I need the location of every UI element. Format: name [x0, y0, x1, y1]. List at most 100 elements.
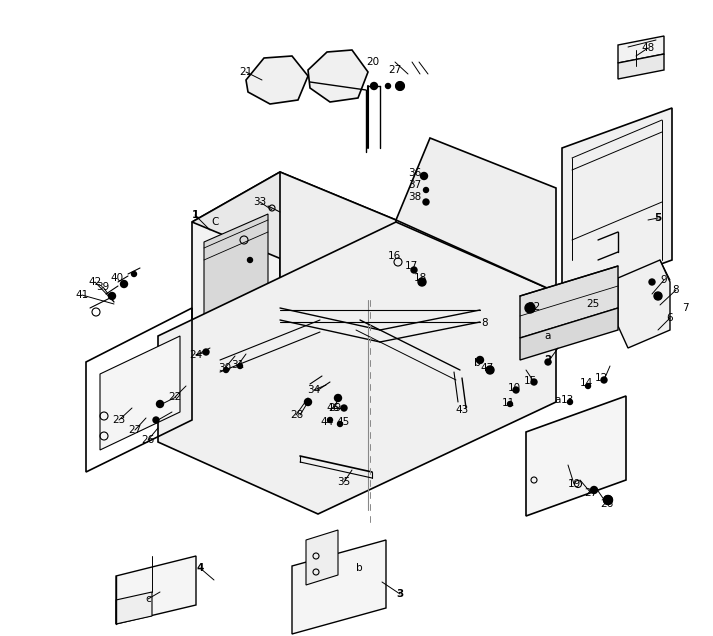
- Text: 30: 30: [218, 363, 232, 373]
- Text: 39: 39: [96, 282, 110, 292]
- Circle shape: [223, 368, 228, 373]
- Circle shape: [411, 267, 417, 273]
- Circle shape: [601, 377, 607, 383]
- Text: 35: 35: [337, 477, 351, 487]
- Circle shape: [603, 495, 612, 504]
- Circle shape: [203, 349, 209, 355]
- Polygon shape: [396, 138, 556, 292]
- Text: 44: 44: [320, 417, 334, 427]
- Circle shape: [525, 303, 535, 313]
- Text: 32: 32: [528, 302, 540, 312]
- Circle shape: [531, 379, 537, 385]
- Text: 14: 14: [580, 378, 593, 388]
- Circle shape: [156, 401, 163, 408]
- Text: 41: 41: [76, 290, 88, 300]
- Circle shape: [337, 422, 342, 427]
- Text: 3: 3: [396, 589, 404, 599]
- Text: 19: 19: [568, 479, 580, 489]
- Polygon shape: [562, 108, 672, 300]
- Polygon shape: [192, 172, 396, 270]
- Circle shape: [424, 188, 429, 193]
- Text: 21: 21: [240, 67, 252, 77]
- Polygon shape: [116, 556, 196, 624]
- Text: 27: 27: [585, 488, 597, 498]
- Text: 16: 16: [387, 251, 401, 261]
- Text: 31: 31: [232, 360, 245, 370]
- Polygon shape: [526, 396, 626, 516]
- Circle shape: [418, 278, 426, 286]
- Text: 33: 33: [253, 197, 267, 207]
- Text: C: C: [211, 217, 219, 227]
- Circle shape: [396, 82, 404, 90]
- Text: 36: 36: [409, 168, 421, 178]
- Circle shape: [120, 280, 128, 287]
- Text: 26: 26: [141, 435, 155, 445]
- Circle shape: [153, 417, 159, 423]
- Polygon shape: [204, 214, 268, 324]
- Text: 9: 9: [661, 275, 667, 285]
- Circle shape: [386, 83, 391, 88]
- Polygon shape: [618, 260, 670, 348]
- Circle shape: [649, 279, 655, 285]
- Text: a: a: [545, 331, 551, 341]
- Polygon shape: [306, 530, 338, 585]
- Circle shape: [131, 272, 136, 277]
- Text: 29: 29: [329, 403, 342, 413]
- Circle shape: [371, 83, 377, 90]
- Text: 12: 12: [595, 373, 607, 383]
- Text: 26: 26: [600, 499, 614, 509]
- Polygon shape: [520, 308, 618, 360]
- Text: 27: 27: [128, 425, 142, 435]
- Polygon shape: [520, 266, 618, 338]
- Text: 24: 24: [190, 350, 202, 360]
- Text: 27: 27: [389, 65, 401, 75]
- Text: 47: 47: [481, 363, 493, 373]
- Circle shape: [568, 399, 573, 404]
- Circle shape: [486, 366, 494, 374]
- Polygon shape: [116, 592, 152, 624]
- Text: 43: 43: [456, 405, 468, 415]
- Text: 8: 8: [672, 285, 679, 295]
- Text: 25: 25: [586, 299, 600, 309]
- Circle shape: [334, 394, 342, 401]
- Text: 28: 28: [290, 410, 304, 420]
- Text: c: c: [145, 594, 151, 604]
- Circle shape: [654, 292, 662, 300]
- Circle shape: [585, 384, 590, 389]
- Circle shape: [108, 293, 116, 300]
- Text: 11: 11: [501, 398, 515, 408]
- Text: 4: 4: [196, 563, 204, 573]
- Text: b: b: [356, 563, 362, 573]
- Text: 15: 15: [523, 376, 537, 386]
- Text: 42: 42: [88, 277, 102, 287]
- Polygon shape: [100, 336, 180, 450]
- Circle shape: [341, 405, 347, 411]
- Polygon shape: [246, 56, 308, 104]
- Text: 20: 20: [366, 57, 379, 67]
- Text: 10: 10: [508, 383, 520, 393]
- Text: 17: 17: [404, 261, 418, 271]
- Text: 22: 22: [168, 392, 182, 402]
- Polygon shape: [280, 172, 396, 350]
- Text: 8: 8: [482, 318, 488, 328]
- Text: 40: 40: [111, 273, 123, 283]
- Circle shape: [237, 364, 242, 368]
- Text: 1: 1: [191, 210, 199, 220]
- Text: 37: 37: [409, 180, 421, 190]
- Text: 46: 46: [327, 403, 339, 413]
- Text: 34: 34: [307, 385, 321, 395]
- Circle shape: [327, 417, 332, 422]
- Text: 13: 13: [560, 395, 574, 405]
- Circle shape: [545, 359, 551, 365]
- Text: 5: 5: [655, 213, 662, 223]
- Text: b: b: [473, 358, 481, 368]
- Circle shape: [590, 487, 597, 494]
- Text: 6: 6: [667, 313, 673, 323]
- Circle shape: [513, 387, 519, 393]
- Text: 38: 38: [409, 192, 421, 202]
- Text: 45: 45: [337, 417, 349, 427]
- Circle shape: [421, 172, 428, 179]
- Text: 23: 23: [113, 415, 125, 425]
- Text: 18: 18: [414, 273, 426, 283]
- Circle shape: [247, 258, 252, 263]
